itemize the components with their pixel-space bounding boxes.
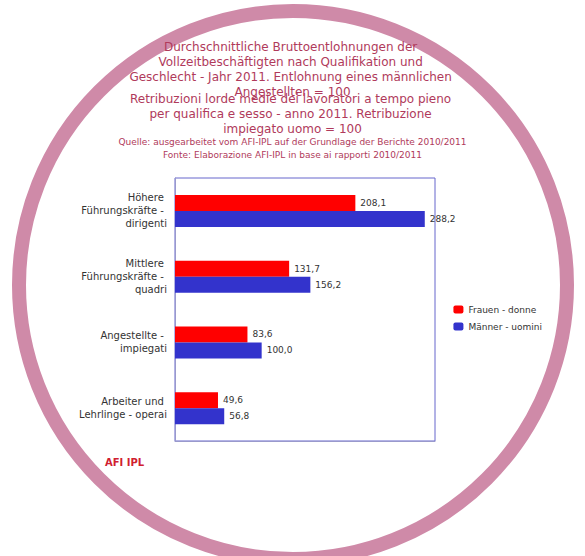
svg-text:Retribuzioni lorde medie dei l: Retribuzioni lorde medie dei lavoratori …	[130, 92, 455, 106]
svg-text:Führungskräfte -: Führungskräfte -	[81, 271, 167, 282]
svg-text:288,2: 288,2	[430, 214, 456, 224]
svg-text:Arbeiter und: Arbeiter und	[101, 396, 167, 407]
svg-text:impiegati: impiegati	[120, 343, 167, 354]
svg-text:208,1: 208,1	[360, 198, 386, 208]
svg-text:per qualifica e sesso - anno 2: per qualifica e sesso - anno 2011. Retri…	[150, 107, 436, 121]
svg-text:156,2: 156,2	[315, 280, 341, 290]
svg-text:Höhere: Höhere	[128, 192, 167, 203]
svg-text:100,0: 100,0	[267, 345, 293, 355]
svg-text:Quelle: ausgearbeitet vom AFI-: Quelle: ausgearbeitet vom AFI-IPL auf de…	[118, 137, 466, 147]
svg-text:Durchschnittliche Bruttoentloh: Durchschnittliche Bruttoentlohnungen der	[164, 40, 421, 54]
svg-text:dirigenti: dirigenti	[125, 218, 167, 229]
svg-text:Frauen - donne: Frauen - donne	[468, 305, 536, 315]
svg-text:Mittlere: Mittlere	[126, 258, 167, 269]
svg-text:49,6: 49,6	[223, 395, 243, 405]
svg-text:Führungskräfte -: Führungskräfte -	[81, 205, 167, 216]
svg-text:83,6: 83,6	[252, 329, 272, 339]
svg-text:Angestellte -: Angestellte -	[100, 330, 167, 341]
svg-text:AFI IPL: AFI IPL	[105, 457, 145, 468]
svg-text:Vollzeitbeschäftigten nach Qua: Vollzeitbeschäftigten nach Qualifikation…	[158, 55, 426, 69]
svg-text:Lehrlinge - operai: Lehrlinge - operai	[79, 409, 167, 420]
svg-text:impiegato uomo = 100: impiegato uomo = 100	[223, 122, 362, 136]
svg-text:Geschlecht - Jahr 2011. Entloh: Geschlecht - Jahr 2011. Entlohnung eines…	[129, 70, 455, 84]
svg-text:56,8: 56,8	[229, 411, 249, 421]
svg-text:Männer - uomini: Männer - uomini	[468, 322, 542, 332]
svg-text:131,7: 131,7	[294, 264, 320, 274]
svg-text:Fonte: Elaborazione AFI-IPL in: Fonte: Elaborazione AFI-IPL in base ai r…	[163, 150, 422, 160]
svg-text:quadri: quadri	[135, 284, 167, 295]
